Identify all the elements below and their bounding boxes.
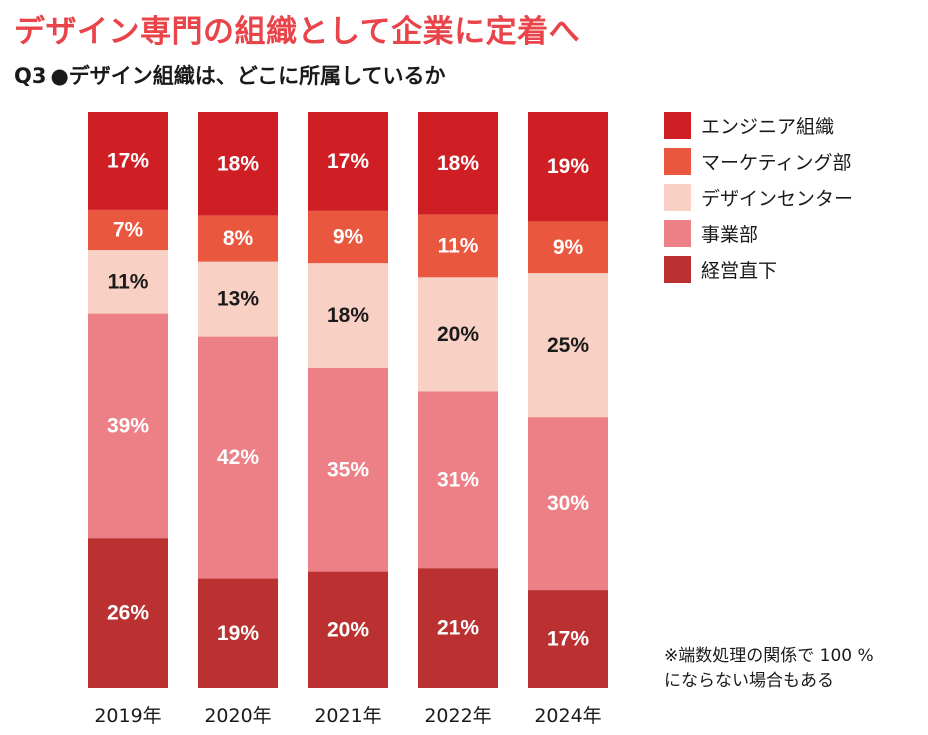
bar-segment (88, 250, 168, 314)
x-tick-label: 2019年 (94, 705, 161, 727)
bar-segment (418, 214, 498, 278)
data-label: 19% (217, 622, 259, 645)
legend-item: デザインセンター (664, 184, 853, 211)
bar-segment (198, 215, 278, 262)
bar-segment (88, 313, 168, 539)
bar-segment (418, 568, 498, 688)
legend-item: 経営直下 (664, 256, 853, 283)
x-tick-label: 2020年 (204, 705, 271, 727)
bar-segment (198, 336, 278, 579)
legend-item: 事業部 (664, 220, 853, 247)
bar-segment (308, 368, 388, 572)
legend-label: 事業部 (701, 224, 759, 246)
bar-segment (528, 590, 608, 688)
bar-segment (418, 277, 498, 392)
legend-swatch (664, 220, 691, 247)
legend-swatch (664, 256, 691, 283)
bar-segment (308, 210, 388, 264)
data-label: 20% (437, 323, 479, 346)
data-label: 9% (553, 236, 584, 259)
bar-segment (308, 571, 388, 688)
legend-swatch (664, 112, 691, 139)
data-label: 30% (547, 492, 589, 515)
bar-segment (308, 112, 388, 211)
legend-swatch (664, 184, 691, 211)
data-label: 26% (107, 602, 149, 625)
data-label: 31% (437, 468, 479, 491)
chart-subtitle: Q3 ●デザイン組織は、どこに所属しているか (14, 60, 446, 90)
bar-segment (528, 112, 608, 222)
question-text: デザイン組織は、どこに所属しているか (68, 64, 446, 88)
legend-label: マーケティング部 (701, 152, 852, 174)
data-label: 19% (547, 155, 589, 178)
data-label: 42% (217, 446, 259, 469)
data-label: 21% (437, 617, 479, 640)
data-label: 17% (107, 149, 149, 172)
data-label: 11% (438, 235, 479, 258)
data-label: 13% (217, 288, 259, 311)
bar-segment (198, 112, 278, 216)
bullet-icon: ● (50, 64, 69, 88)
data-label: 39% (107, 414, 149, 437)
legend-swatch (664, 148, 691, 175)
legend-item: エンジニア組織 (664, 112, 853, 139)
chart-legend: エンジニア組織 マーケティング部 デザインセンター 事業部経営直下 (664, 112, 853, 292)
legend-label: デザインセンター (701, 188, 854, 210)
bar-segment (418, 112, 498, 215)
chart-title: デザイン専門の組織として企業に定着へ (14, 14, 581, 50)
x-tick-label: 2021年 (314, 705, 381, 727)
legend-label: 経営直下 (701, 260, 778, 282)
bar-segment (88, 112, 168, 210)
data-label: 35% (327, 458, 369, 481)
data-label: 18% (217, 152, 259, 175)
data-label: 11% (108, 270, 149, 293)
bar-segment (308, 263, 388, 368)
data-label: 17% (327, 150, 369, 173)
x-tick-label: 2022年 (424, 705, 491, 727)
data-label: 17% (547, 628, 589, 651)
data-label: 7% (113, 219, 144, 242)
footnote-line-2: にならない場合もある (664, 671, 834, 691)
legend-item: マーケティング部 (664, 148, 853, 175)
bar-segment (88, 538, 168, 688)
data-label: 18% (437, 152, 479, 175)
bar-segment (88, 209, 168, 251)
footnote-line-1: ※端数処理の関係で 100 % (664, 646, 874, 666)
bar-segment (198, 578, 278, 688)
footnote: ※端数処理の関係で 100 % にならない場合もある (664, 644, 874, 694)
bar-segment (528, 417, 608, 591)
stacked-bar-chart: 17% 7% 11% 39% 26% 2019年 18% 8% 13% 42% 19% 2020年 17… (88, 112, 608, 727)
legend-label: エンジニア組織 (701, 116, 835, 138)
question-number: Q3 (14, 64, 47, 88)
data-label: 8% (223, 227, 254, 250)
data-label: 9% (333, 226, 364, 249)
bar-segment (418, 391, 498, 569)
data-label: 20% (327, 618, 369, 641)
x-tick-label: 2024年 (534, 705, 601, 727)
bar-segment (528, 221, 608, 274)
data-label: 25% (547, 334, 589, 357)
bar-segment (528, 273, 608, 418)
data-label: 18% (327, 304, 369, 327)
bar-segment (198, 261, 278, 337)
